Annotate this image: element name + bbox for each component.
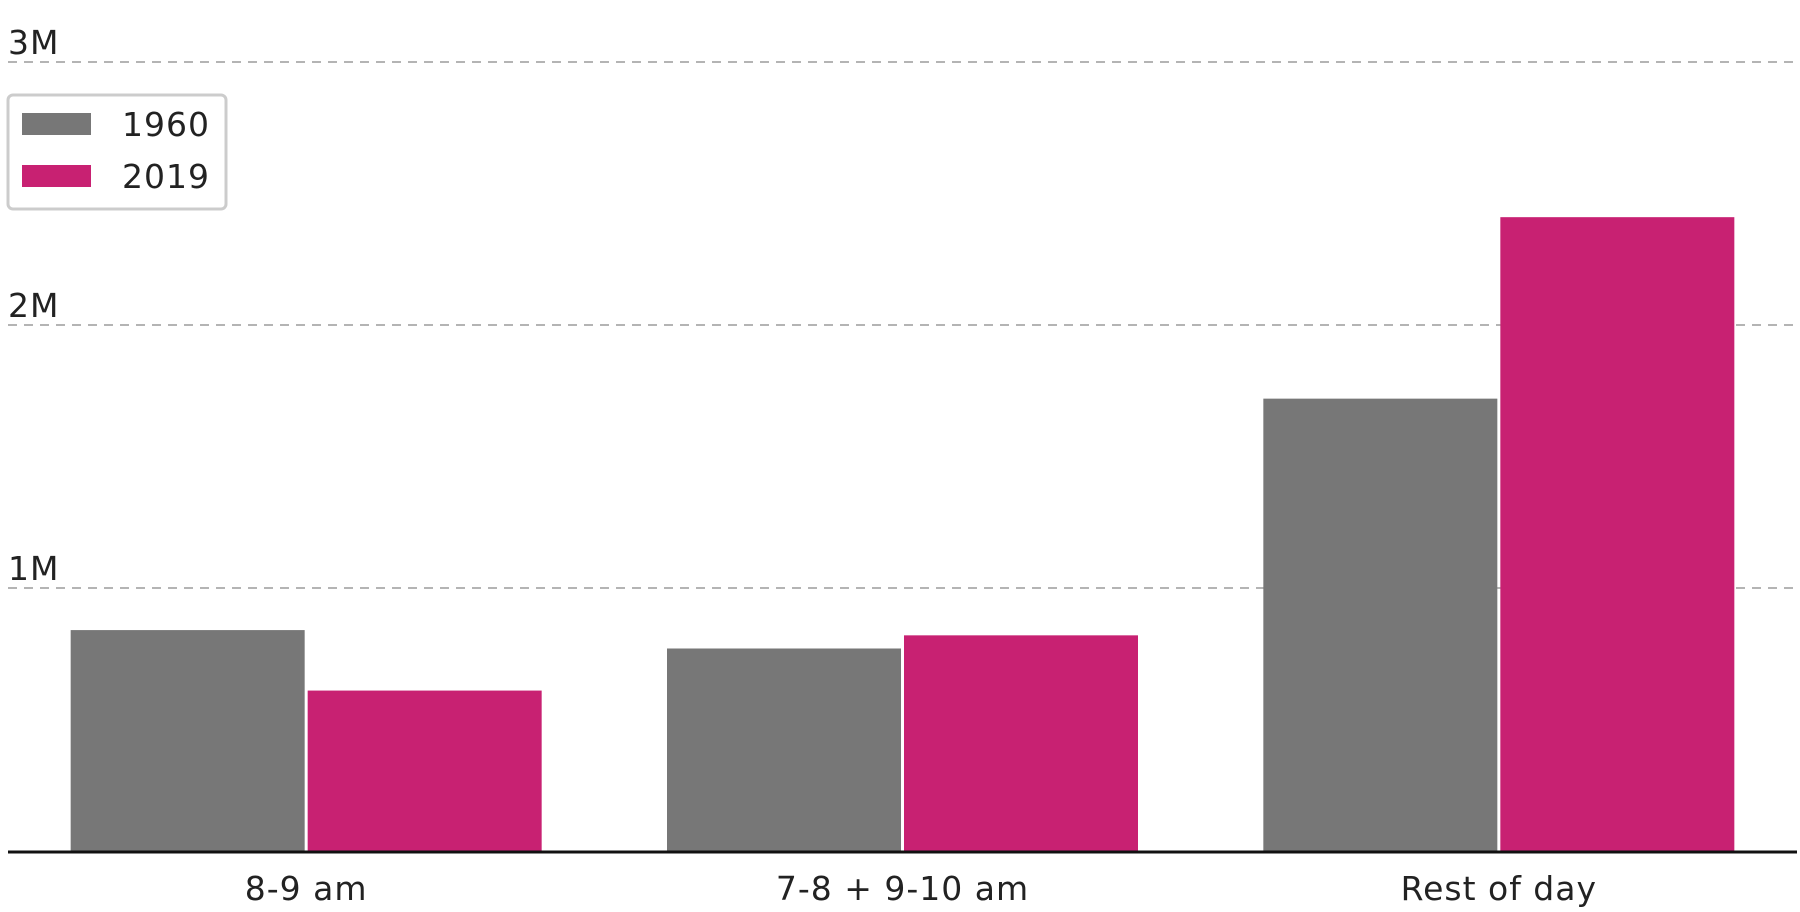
legend-label: 2019 <box>122 157 210 196</box>
legend-label: 1960 <box>122 105 210 144</box>
legend-swatch <box>22 113 91 135</box>
bar <box>904 635 1138 851</box>
bar <box>667 648 901 851</box>
x-tick-label: Rest of day <box>1401 869 1597 908</box>
bar <box>307 690 542 851</box>
x-tick-label: 7-8 + 9-10 am <box>776 869 1029 908</box>
y-tick-label: 3M <box>8 23 59 62</box>
x-tick-label: 8-9 am <box>245 869 368 908</box>
bar <box>70 630 305 851</box>
y-tick-label: 2M <box>8 286 59 325</box>
legend: 1960 2019 <box>6 93 228 211</box>
legend-swatch <box>22 165 91 187</box>
bar <box>1263 398 1498 851</box>
y-tick-label: 1M <box>8 549 59 588</box>
bar <box>1500 217 1735 852</box>
